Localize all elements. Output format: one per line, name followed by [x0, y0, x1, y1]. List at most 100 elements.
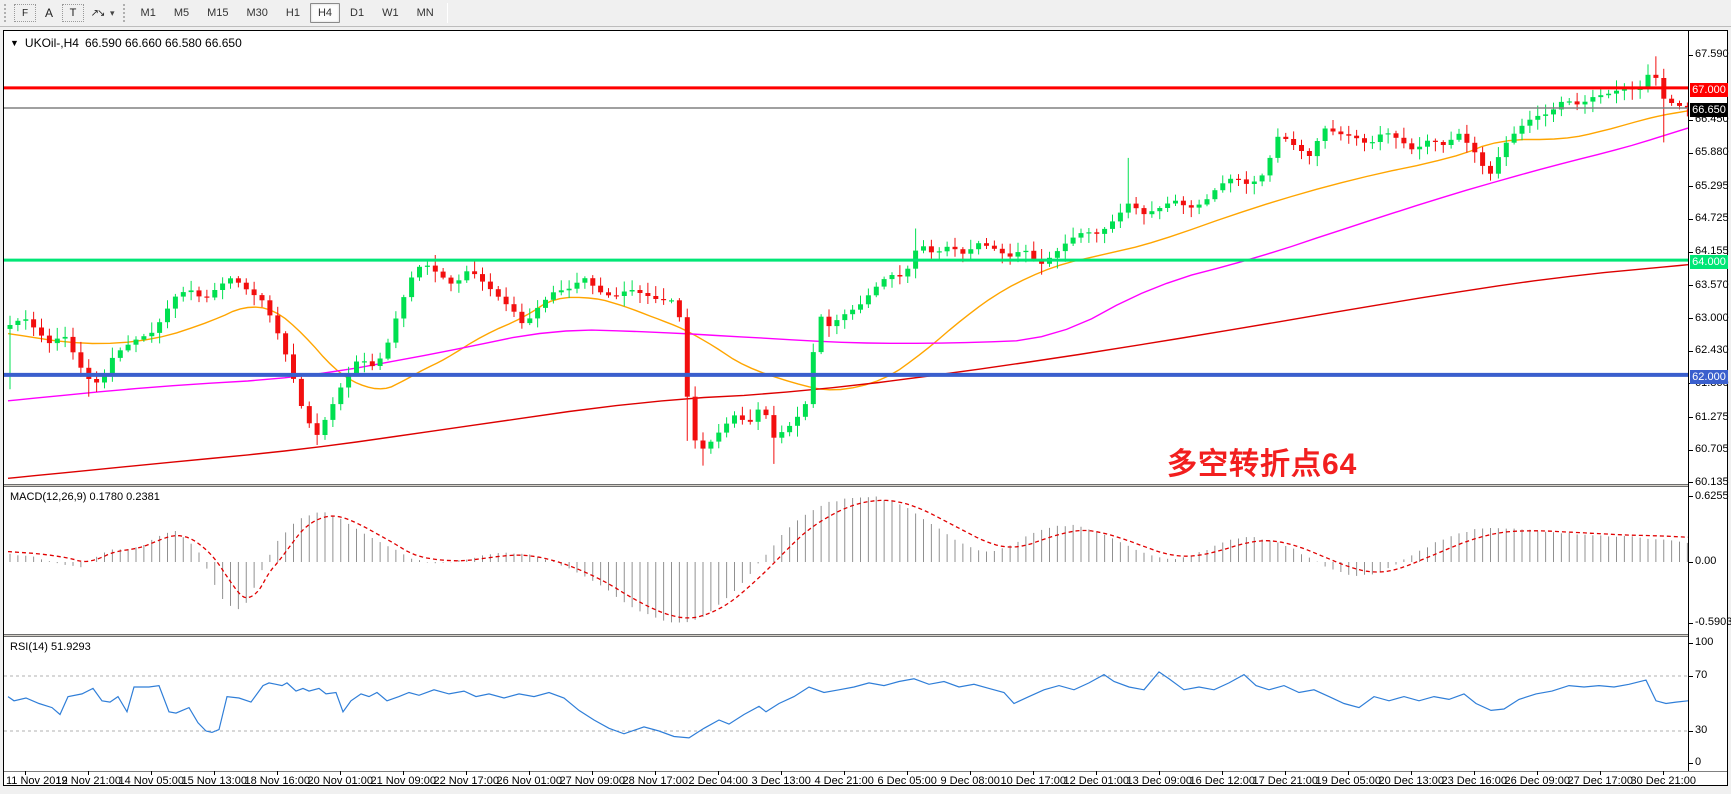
time-tick-label: 9 Dec 08:00 — [940, 775, 1000, 787]
time-tick-mark — [1474, 771, 1475, 775]
candle-body — [834, 320, 840, 327]
candle-body — [606, 292, 611, 296]
price-tick-label: 64.725 — [1695, 212, 1729, 225]
candle-body — [1275, 136, 1281, 158]
timeframe-button-mn[interactable]: MN — [416, 7, 434, 19]
candle-body — [149, 332, 155, 337]
rsi-line — [7, 671, 1688, 739]
candle-body — [165, 308, 170, 323]
timeframe-button-h4[interactable]: H4 — [309, 3, 341, 23]
collapse-triangle-icon[interactable]: ▼ — [10, 38, 19, 48]
text-label-tool-icon[interactable]: A — [44, 6, 53, 20]
text-box-tool-icon[interactable]: T — [62, 4, 84, 22]
candle-body — [1330, 128, 1336, 132]
candle-body — [1590, 97, 1596, 102]
candle-body — [826, 316, 832, 327]
candle-body — [676, 300, 682, 318]
candle-body — [228, 278, 233, 284]
time-tick-mark — [1411, 771, 1412, 775]
timeframe-button-d1[interactable]: D1 — [350, 7, 365, 19]
price-tick-mark — [1689, 119, 1693, 121]
time-tick-label: 6 Dec 05:00 — [877, 775, 937, 787]
timeframe-button-w1[interactable]: W1 — [382, 7, 399, 19]
toolbar-separator — [446, 3, 448, 23]
candle-body — [558, 290, 564, 293]
candle-body — [1519, 125, 1525, 134]
timeframe-button-group: M1 M5 M15 M30 H1 H4 D1 W1 MN — [132, 3, 443, 23]
main-price-chart[interactable] — [4, 31, 1688, 484]
candle-body — [1062, 243, 1068, 252]
candle-body — [306, 406, 312, 424]
candle-body — [535, 307, 541, 319]
fibonacci-tool-icon[interactable]: F — [14, 4, 36, 22]
chevron-down-icon[interactable]: ▾ — [110, 7, 115, 18]
time-tick-label: 30 Dec 21:00 — [1630, 775, 1696, 787]
candle-body — [976, 243, 982, 250]
time-tick-label: 10 Dec 17:00 — [1000, 775, 1066, 787]
candle-body — [1369, 142, 1375, 144]
slow-ma-line — [7, 264, 1688, 479]
candle-body — [661, 299, 667, 301]
candle-body — [613, 295, 619, 297]
rsi-panel[interactable] — [4, 637, 1688, 771]
toolbar-grip[interactable] — [4, 4, 10, 22]
price-tick-mark — [1689, 318, 1693, 319]
candle-body — [1440, 142, 1446, 145]
candle-body — [928, 246, 934, 253]
time-tick-label: 12 Dec 01:00 — [1063, 775, 1129, 787]
arrow-objects-tool-icon[interactable]: ↗↘ — [90, 7, 106, 19]
price-tick-mark — [1689, 496, 1693, 498]
candle-body — [1354, 135, 1360, 139]
price-tick-mark — [1689, 285, 1693, 287]
candle-body — [1472, 142, 1478, 153]
candle-body — [464, 271, 470, 281]
toolbar: F A T ↗↘ ▾ M1 M5 M15 M30 H1 H4 D1 W1 MN — [0, 0, 1731, 27]
timeframe-button-m5[interactable]: M5 — [173, 7, 190, 19]
candle-body — [39, 327, 44, 336]
candle-body — [275, 315, 281, 334]
candle-body — [1251, 181, 1257, 184]
price-scale[interactable]: 67.590 66.450 65.880 65.295 64.725 64.155 63.5… — [1688, 31, 1731, 771]
price-tick-label: 62.430 — [1695, 344, 1729, 357]
candle-body — [78, 352, 84, 368]
candle-body — [850, 309, 856, 315]
candle-body — [267, 300, 273, 316]
candle-body — [1188, 205, 1194, 208]
timeframe-button-m1[interactable]: M1 — [140, 7, 156, 19]
timeframe-button-m15[interactable]: M15 — [207, 7, 229, 19]
panel-splitter[interactable] — [4, 484, 1727, 487]
candle-body — [590, 278, 596, 286]
time-tick-mark — [1222, 771, 1223, 775]
candle-body — [621, 291, 627, 296]
time-tick-label: 4 Dec 21:00 — [814, 775, 874, 787]
timeframe-button-m30[interactable]: M30 — [246, 7, 268, 19]
candle-body — [188, 290, 194, 293]
time-tick-label: 13 Dec 09:00 — [1126, 775, 1192, 787]
candle-body — [921, 246, 926, 251]
price-tick-label: 67.590 — [1695, 48, 1729, 60]
candle-body — [1425, 140, 1430, 147]
chart-ohlc-values: 66.590 66.660 66.580 66.650 — [84, 36, 242, 50]
macd-panel[interactable] — [4, 487, 1688, 634]
toolbar-grip[interactable] — [122, 4, 129, 22]
price-tick-mark — [1689, 251, 1693, 253]
timeframe-button-h1[interactable]: H1 — [285, 7, 300, 19]
candle-body — [732, 415, 737, 424]
candle-body — [330, 404, 336, 420]
candle-body — [1180, 200, 1186, 206]
candle-body — [1385, 133, 1391, 135]
price-tick-mark — [1689, 675, 1693, 677]
time-tick-label: 2 Dec 04:00 — [688, 775, 748, 787]
time-tick-label: 23 Dec 16:00 — [1441, 775, 1507, 787]
candle-body — [1464, 133, 1470, 143]
candle-body — [810, 352, 816, 405]
candle-body — [1480, 152, 1486, 166]
chart-title: ▼ UKOil-,H4 66.590 66.660 66.580 66.650 — [10, 36, 242, 50]
time-scale[interactable]: 11 Nov 2019 12 Nov 21:00 14 Nov 05:00 15 No… — [4, 771, 1727, 787]
price-tick-label: 63.000 — [1695, 311, 1729, 324]
panel-splitter[interactable] — [4, 634, 1727, 637]
time-tick-mark — [529, 771, 530, 775]
candle-body — [1212, 190, 1218, 200]
time-tick-label: 28 Nov 17:00 — [622, 775, 688, 787]
price-tick-mark — [1689, 417, 1693, 419]
